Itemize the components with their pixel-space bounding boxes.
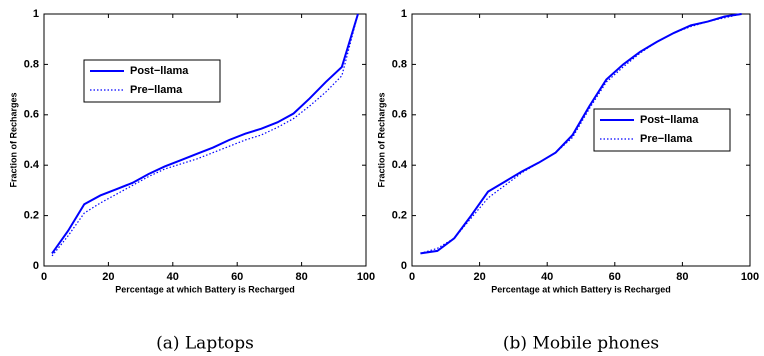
x-tick-label: 20 [473,271,485,283]
data-line [51,13,359,254]
y-tick-label: 0.6 [392,109,407,121]
data-line [420,13,742,255]
legend-label: Post−llama [130,65,189,77]
x-tick-label: 60 [609,271,621,283]
data-line [420,13,742,254]
y-tick-label: 0.4 [392,159,408,171]
y-tick-label: 0.2 [392,210,407,222]
legend: Post−llama Pre−llama [83,59,221,103]
x-tick-label: 40 [541,271,553,283]
axes-box [411,13,751,267]
x-axis-label: Percentage at which Battery is Recharged [115,284,295,294]
legend-label: Pre−llama [640,133,693,145]
x-tick-label: 60 [231,271,243,283]
x-tick-label: 100 [357,271,375,283]
y-axis-label: Fraction of Recharges [376,92,386,187]
y-tick-label: 0.8 [24,58,39,70]
y-tick-label: 0 [401,260,407,272]
y-tick-label: 0.4 [24,159,40,171]
subplot: 0 20 40 60 80 100 0 0.2 0.4 0.6 0.8 1 Percentage at … [376,8,759,354]
x-tick-label: 80 [295,271,307,283]
x-tick-label: 80 [676,271,688,283]
legend-box [593,108,731,152]
caption: (b) Mobile phones [503,334,659,354]
legend: Post−llama Pre−llama [593,108,731,152]
legend-label: Pre−llama [130,84,183,96]
data-line [51,13,359,257]
y-tick-label: 1 [401,8,407,20]
x-tick-label: 0 [409,271,415,283]
x-tick-label: 40 [167,271,179,283]
legend-label: Post−llama [640,114,699,126]
y-tick-label: 0 [33,260,39,272]
x-tick-label: 0 [41,271,47,283]
y-tick-label: 1 [33,8,39,20]
y-tick-label: 0.6 [24,109,39,121]
legend-box [83,59,221,103]
caption: (a) Laptops [156,334,254,354]
y-tick-label: 0.2 [24,210,39,222]
subplot: 0 20 40 60 80 100 0 0.2 0.4 0.6 0.8 1 Percentage at … [8,8,375,354]
y-tick-label: 0.8 [392,58,407,70]
x-tick-label: 20 [102,271,114,283]
y-axis-label: Fraction of Recharges [8,92,18,187]
axes-box [43,13,367,267]
x-axis-label: Percentage at which Battery is Recharged [491,284,671,294]
x-tick-label: 100 [741,271,759,283]
